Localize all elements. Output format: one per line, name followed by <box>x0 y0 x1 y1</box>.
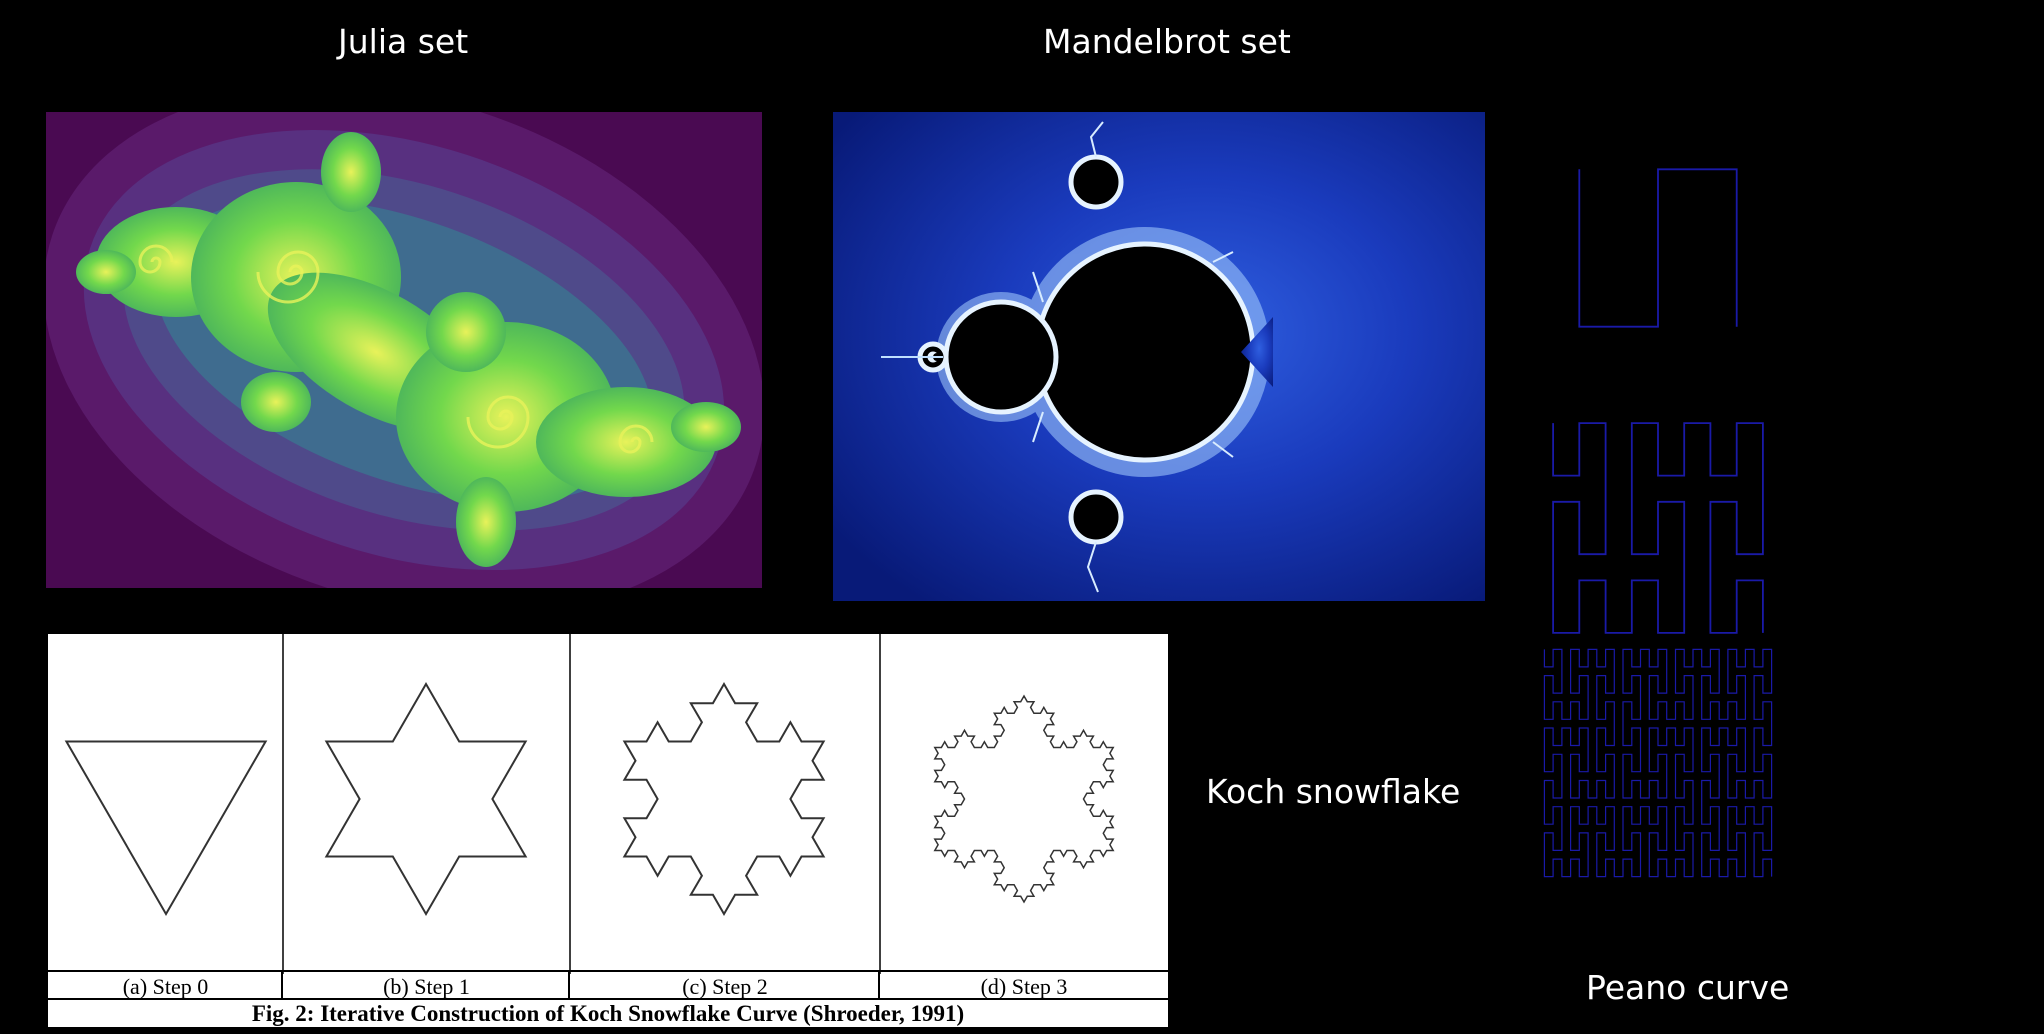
peano-curve-title: Peano curve <box>1586 968 1790 1007</box>
koch-step-3-shape <box>933 694 1115 904</box>
peano-order-1-curve <box>1578 168 1738 328</box>
figure-caption: Fig. 2: Iterative Construction of Koch S… <box>251 1001 965 1026</box>
julia-set-title: Julia set <box>338 22 469 61</box>
mandelbrot-set-image <box>833 112 1485 601</box>
step-0-caption: (a) Step 0 <box>122 974 209 999</box>
mandelbrot-set-title: Mandelbrot set <box>1043 22 1291 61</box>
julia-set-image <box>46 112 762 588</box>
peano-curve-image <box>1540 130 1776 910</box>
peano-order-2-curve <box>1552 422 1764 634</box>
step-2-caption: (c) Step 2 <box>682 974 768 999</box>
koch-step-1-shape <box>324 682 528 916</box>
koch-snowflake-steps <box>64 682 1115 916</box>
step-3-caption: (d) Step 3 <box>980 974 1068 999</box>
peano-order-3-curve <box>1543 648 1773 878</box>
koch-snowflake-figure: (a) Step 0 (b) Step 1 (c) Step 2 (d) Ste… <box>46 632 1170 1029</box>
koch-step-0-shape <box>64 740 268 916</box>
step-1-caption: (b) Step 1 <box>383 974 470 999</box>
koch-step-2-shape <box>622 682 826 916</box>
koch-snowflake-title: Koch snowflake <box>1206 772 1461 811</box>
